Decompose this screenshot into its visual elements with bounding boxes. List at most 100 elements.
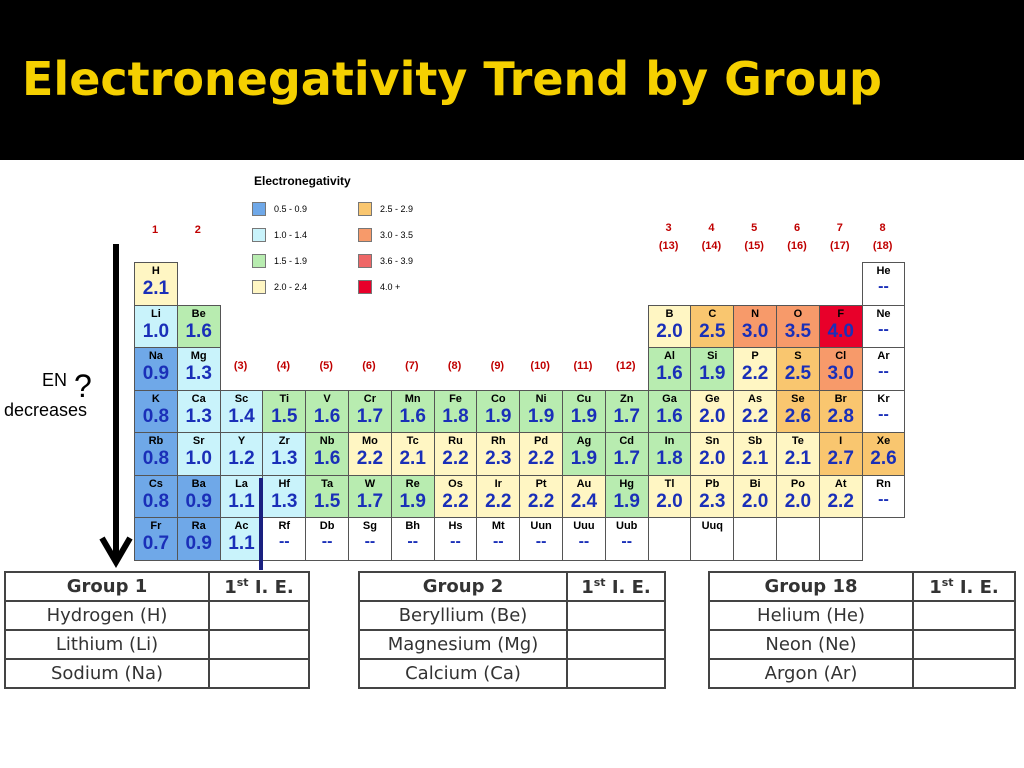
element-name-cell: Hydrogen (H) bbox=[4, 600, 210, 631]
ie-answer-cell[interactable] bbox=[208, 658, 310, 689]
element-cell-empty bbox=[647, 517, 692, 561]
electronegativity-value: 2.0 bbox=[699, 405, 726, 427]
element-cell-empty bbox=[776, 517, 820, 561]
element-cell-si: Si 1.9 bbox=[690, 347, 735, 391]
electronegativity-value: 0.8 bbox=[142, 448, 170, 469]
ie-ordinal: st bbox=[236, 575, 249, 589]
electronegativity-value: 1.3 bbox=[271, 490, 298, 512]
electronegativity-value: 1.9 bbox=[613, 490, 640, 512]
ie-answer-cell[interactable] bbox=[912, 600, 1016, 631]
element-cell-ac: Ac 1.1 bbox=[219, 517, 264, 561]
slide-title: Electronegativity Trend by Group bbox=[22, 52, 882, 106]
ie-table-group-18: Group 18 1st I. E. Helium (He) Neon (Ne) Arg… bbox=[708, 571, 1016, 689]
group-number-iupac: (11) bbox=[573, 360, 593, 372]
group-header: 7 (17) bbox=[819, 222, 861, 252]
group-number: 8 bbox=[879, 222, 886, 234]
element-cell-la: La 1.1 bbox=[219, 474, 264, 518]
legend-label: 4.0 + bbox=[380, 282, 401, 292]
element-cell-mo: Mo 2.2 bbox=[348, 432, 392, 476]
electronegativity-value: 1.5 bbox=[313, 490, 341, 512]
element-cell-rb: Rb 0.8 bbox=[134, 432, 178, 476]
group-header: 8 (18) bbox=[862, 222, 904, 252]
element-cell-fe: Fe 1.8 bbox=[433, 389, 478, 433]
element-symbol: Po bbox=[790, 477, 805, 490]
electronegativity-value: 1.3 bbox=[185, 405, 212, 427]
electronegativity-value: -- bbox=[321, 533, 333, 550]
ie-answer-cell[interactable] bbox=[208, 629, 310, 660]
element-symbol: Cu bbox=[576, 392, 592, 405]
element-symbol: As bbox=[748, 392, 763, 405]
element-symbol: Be bbox=[191, 307, 206, 320]
element-name-cell: Sodium (Na) bbox=[4, 658, 210, 689]
element-cell-f: F 4.0 bbox=[818, 304, 863, 348]
element-symbol: Rn bbox=[876, 477, 891, 490]
electronegativity-value: -- bbox=[492, 533, 504, 550]
electronegativity-value: 1.9 bbox=[570, 405, 598, 427]
element-cell-b: B 2.0 bbox=[647, 304, 692, 348]
element-cell-ir: Ir 2.2 bbox=[476, 474, 521, 518]
electronegativity-value: -- bbox=[878, 405, 889, 423]
group-number: 2 bbox=[194, 224, 201, 236]
trend-label-question: ? bbox=[74, 368, 92, 404]
electronegativity-value: 0.9 bbox=[185, 490, 212, 512]
table-header-ie: 1st I. E. bbox=[912, 571, 1016, 602]
element-cell-uub: Uub -- bbox=[604, 517, 649, 561]
electronegativity-value: 0.7 bbox=[142, 533, 170, 554]
group-number-iupac: (18) bbox=[872, 240, 893, 252]
element-name-cell: Helium (He) bbox=[708, 600, 914, 631]
element-symbol: Hs bbox=[448, 520, 463, 532]
element-name-cell: Lithium (Li) bbox=[4, 629, 210, 660]
element-cell-pt: Pt 2.2 bbox=[519, 474, 563, 518]
element-symbol: O bbox=[793, 307, 803, 320]
ie-answer-cell[interactable] bbox=[912, 658, 1016, 689]
element-cell-uuq: Uuq bbox=[690, 517, 735, 561]
element-symbol: Ta bbox=[321, 477, 334, 490]
element-cell-n: N 3.0 bbox=[733, 304, 777, 348]
element-symbol: Te bbox=[791, 435, 804, 447]
element-cell-y: Y 1.2 bbox=[219, 432, 264, 476]
element-symbol: Re bbox=[405, 477, 420, 490]
element-cell-ni: Ni 1.9 bbox=[519, 389, 563, 433]
table-header-group: Group 2 bbox=[358, 571, 568, 602]
element-symbol: I bbox=[839, 435, 843, 447]
ie-answer-cell[interactable] bbox=[566, 600, 666, 631]
ie-answer-cell[interactable] bbox=[912, 629, 1016, 660]
electronegativity-value: 2.4 bbox=[570, 490, 598, 512]
ie-table-group-1: Group 1 1st I. E. Hydrogen (H) Lithium (Li)… bbox=[4, 571, 310, 689]
element-cell-sn: Sn 2.0 bbox=[690, 432, 735, 476]
element-cell-br: Br 2.8 bbox=[818, 389, 863, 433]
ie-answer-cell[interactable] bbox=[566, 658, 666, 689]
legend-swatch bbox=[252, 202, 266, 216]
element-symbol: Al bbox=[663, 350, 675, 362]
electronegativity-value: 2.6 bbox=[784, 405, 812, 427]
trend-label-en: EN bbox=[42, 370, 68, 390]
ie-answer-cell[interactable] bbox=[566, 629, 666, 660]
group-header: (8) bbox=[434, 360, 476, 372]
title-bar: Electronegativity Trend by Group bbox=[0, 0, 1024, 160]
electronegativity-value: 1.7 bbox=[356, 490, 384, 512]
electronegativity-value: -- bbox=[878, 363, 889, 380]
electronegativity-value: 2.0 bbox=[784, 490, 812, 512]
element-symbol: Br bbox=[834, 392, 847, 405]
electronegativity-value: 2.2 bbox=[827, 490, 854, 512]
table-row: Calcium (Ca) bbox=[358, 658, 666, 689]
electronegativity-value: 2.2 bbox=[741, 405, 769, 427]
element-cell-p: P 2.2 bbox=[733, 347, 777, 391]
element-cell-zr: Zr 1.3 bbox=[262, 432, 307, 476]
element-cell-k: K 0.8 bbox=[134, 389, 178, 433]
element-symbol: Sg bbox=[362, 520, 377, 532]
element-cell-cl: Cl 3.0 bbox=[818, 347, 863, 391]
group-number-iupac: (5) bbox=[319, 360, 333, 372]
ie-answer-cell[interactable] bbox=[208, 600, 310, 631]
element-cell-hg: Hg 1.9 bbox=[604, 474, 649, 518]
table-row: Magnesium (Mg) bbox=[358, 629, 666, 660]
element-symbol: Fr bbox=[150, 520, 162, 532]
element-name-cell: Beryllium (Be) bbox=[358, 600, 568, 631]
legend-label: 1.5 - 1.9 bbox=[274, 256, 308, 266]
electronegativity-value: 2.1 bbox=[741, 448, 769, 469]
element-cell-mg: Mg 1.3 bbox=[176, 347, 221, 391]
element-symbol: Sb bbox=[748, 435, 763, 447]
group-header: (5) bbox=[305, 360, 347, 372]
element-symbol: Cl bbox=[835, 350, 847, 362]
element-cell-po: Po 2.0 bbox=[776, 474, 820, 518]
